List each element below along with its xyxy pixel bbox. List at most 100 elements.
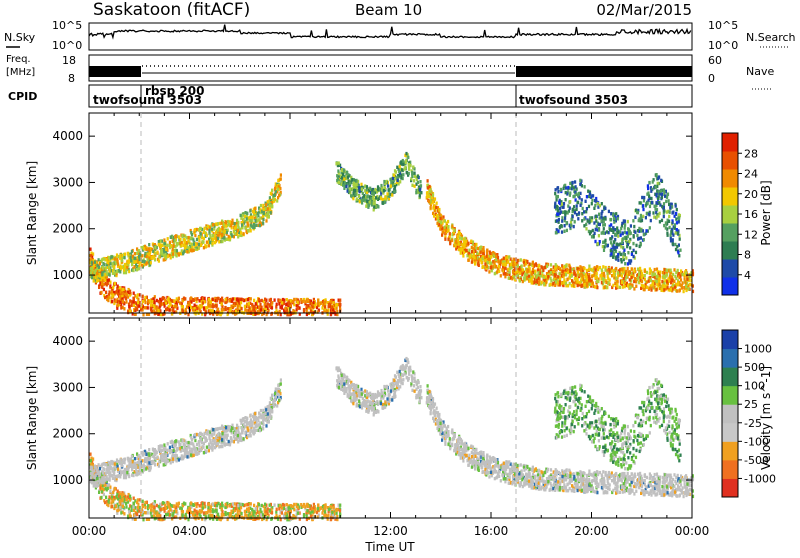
scatter-cell xyxy=(592,194,594,197)
scatter-cell xyxy=(205,245,207,248)
scatter-cell xyxy=(414,172,416,175)
scatter-cell xyxy=(274,298,276,301)
scatter-cell xyxy=(627,251,629,254)
scatter-cell xyxy=(164,509,166,512)
scatter-cell xyxy=(259,224,261,227)
scatter-cell xyxy=(108,256,110,259)
scatter-cell xyxy=(341,176,343,179)
scatter-cell xyxy=(235,310,237,313)
scatter-cell xyxy=(603,280,605,283)
scatter-cell xyxy=(680,269,682,272)
scatter-cell xyxy=(555,188,557,191)
scatter-cell xyxy=(439,217,441,220)
scatter-cell xyxy=(317,299,319,302)
scatter-cell xyxy=(101,282,103,285)
scatter-cell xyxy=(148,243,150,246)
scatter-cell xyxy=(500,274,502,277)
scatter-cell xyxy=(375,196,377,199)
scatter-cell xyxy=(374,188,376,191)
scatter-cell xyxy=(283,507,285,510)
scatter-cell xyxy=(276,303,278,306)
scatter-cell xyxy=(662,284,664,287)
scatter-cell xyxy=(263,208,265,211)
scatter-cell xyxy=(177,242,179,245)
scatter-cell xyxy=(286,503,288,506)
scatter-cell xyxy=(577,267,579,270)
scatter-cell xyxy=(215,222,217,225)
scatter-cell xyxy=(367,194,369,197)
scatter-cell xyxy=(471,246,473,249)
scatter-cell xyxy=(470,240,472,243)
power-scatter xyxy=(89,152,694,317)
scatter-cell xyxy=(637,211,639,214)
scatter-cell xyxy=(624,262,626,265)
scatter-cell xyxy=(402,173,404,176)
scatter-cell xyxy=(309,302,311,305)
scatter-cell xyxy=(605,243,607,246)
scatter-cell xyxy=(526,260,528,263)
scatter-cell xyxy=(231,234,233,237)
scatter-cell xyxy=(436,202,438,205)
scatter-cell xyxy=(685,281,687,284)
scatter-cell xyxy=(167,298,169,301)
scatter-cell xyxy=(620,234,622,237)
scatter-cell xyxy=(303,308,305,311)
scatter-cell xyxy=(474,250,476,253)
scatter-cell xyxy=(245,226,247,229)
scatter-cell xyxy=(337,169,339,172)
scatter-cell xyxy=(302,300,304,303)
scatter-cell xyxy=(284,311,286,314)
scatter-cell xyxy=(572,215,574,218)
scatter-cell xyxy=(172,252,174,255)
scatter-cell xyxy=(612,256,614,259)
scatter-cell xyxy=(590,230,592,233)
scatter-cell xyxy=(616,284,618,287)
scatter-cell xyxy=(419,180,421,183)
scatter-cell xyxy=(521,273,523,276)
scatter-cell xyxy=(521,264,523,267)
scatter-cell xyxy=(377,185,379,188)
scatter-cell xyxy=(672,238,674,241)
scatter-cell xyxy=(383,189,385,192)
scatter-cell xyxy=(116,290,118,293)
scatter-cell xyxy=(275,190,277,193)
scatter-cell xyxy=(250,229,252,232)
scatter-cell xyxy=(196,238,198,241)
scatter-cell xyxy=(656,275,658,278)
scatter-cell xyxy=(288,301,290,304)
scatter-cell xyxy=(158,255,160,258)
scatter-cell xyxy=(119,286,121,289)
scatter-cell xyxy=(387,184,389,187)
scatter-cell xyxy=(147,511,149,514)
scatter-cell xyxy=(576,208,578,211)
scatter-cell xyxy=(651,283,653,286)
scatter-cell xyxy=(603,249,605,252)
scatter-cell xyxy=(175,305,177,308)
scatter-cell xyxy=(95,276,97,279)
scatter-cell xyxy=(436,214,438,217)
scatter-cell xyxy=(151,256,153,259)
scatter-cell xyxy=(124,265,126,268)
scatter-cell xyxy=(181,234,183,237)
scatter-cell xyxy=(602,265,604,268)
scatter-cell xyxy=(634,216,636,219)
scatter-cell xyxy=(568,264,570,267)
scatter-cell xyxy=(107,487,109,490)
scatter-cell xyxy=(393,174,395,177)
scatter-cell xyxy=(116,253,118,256)
scatter-cell xyxy=(142,260,144,263)
scatter-cell xyxy=(212,298,214,301)
scatter-cell xyxy=(200,232,202,235)
scatter-cell xyxy=(604,207,606,210)
scatter-cell xyxy=(498,270,500,273)
scatter-cell xyxy=(143,247,145,250)
scatter-cell xyxy=(542,269,544,272)
scatter-cell xyxy=(198,243,200,246)
scatter-cell xyxy=(361,199,363,202)
scatter-cell xyxy=(235,302,237,305)
scatter-cell xyxy=(394,185,396,188)
scatter-cell xyxy=(627,235,629,238)
scatter-cell xyxy=(230,510,232,513)
scatter-cell xyxy=(278,302,280,305)
